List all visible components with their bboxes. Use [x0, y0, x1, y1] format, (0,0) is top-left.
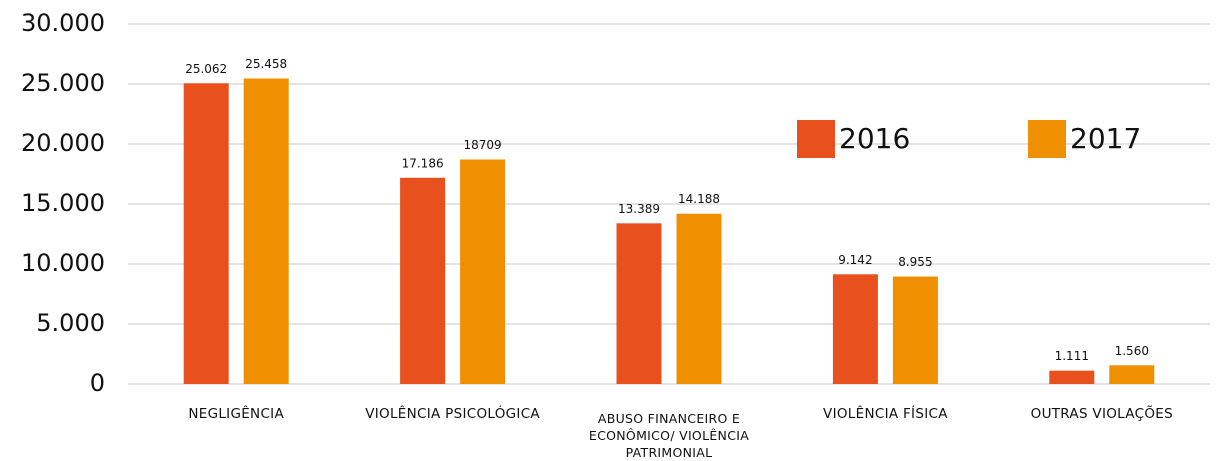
bar: [183, 83, 229, 385]
x-tick-label: VIOLÊNCIA FÍSICA: [823, 406, 948, 422]
y-tick-label: 20.000: [21, 129, 105, 157]
y-tick-label: 5.000: [36, 309, 105, 337]
data-label: 18709: [464, 138, 502, 152]
data-label: 8.955: [898, 255, 932, 269]
x-tick-label: ABUSO FINANCEIRO E ECONÔMICO/ VIOLÊNCIA …: [588, 411, 750, 460]
bar: [243, 78, 289, 384]
data-label: 25.062: [185, 62, 227, 76]
bar: [832, 274, 878, 384]
x-tick-label: OUTRAS VIOLAÇÕES: [1030, 406, 1173, 422]
legend-swatch: [1028, 120, 1066, 158]
data-label: 1.111: [1055, 349, 1089, 363]
legend-label: 2016: [839, 122, 910, 155]
y-tick-label: 30.000: [21, 9, 105, 37]
bar: [1049, 370, 1095, 384]
bar: [460, 159, 506, 384]
legend-swatch: [797, 120, 835, 158]
data-label: 25.458: [245, 57, 287, 71]
y-tick-label: 0: [90, 369, 105, 397]
bar: [616, 223, 662, 384]
bar: [892, 276, 938, 384]
bar: [676, 213, 722, 384]
data-label: 13.389: [618, 202, 660, 216]
legend-label: 2017: [1070, 122, 1141, 155]
y-tick-label: 15.000: [21, 189, 105, 217]
y-tick-label: 10.000: [21, 249, 105, 277]
x-tick-label: NEGLIGÊNCIA: [188, 406, 284, 422]
y-tick-label: 25.000: [21, 69, 105, 97]
data-label: 1.560: [1115, 344, 1149, 358]
data-label: 9.142: [838, 253, 872, 267]
bar: [400, 177, 446, 384]
data-label: 17.186: [402, 156, 444, 170]
x-tick-label: VIOLÊNCIA PSICOLÓGICA: [365, 406, 540, 422]
data-label: 14.188: [678, 192, 720, 206]
bar: [1109, 365, 1155, 384]
